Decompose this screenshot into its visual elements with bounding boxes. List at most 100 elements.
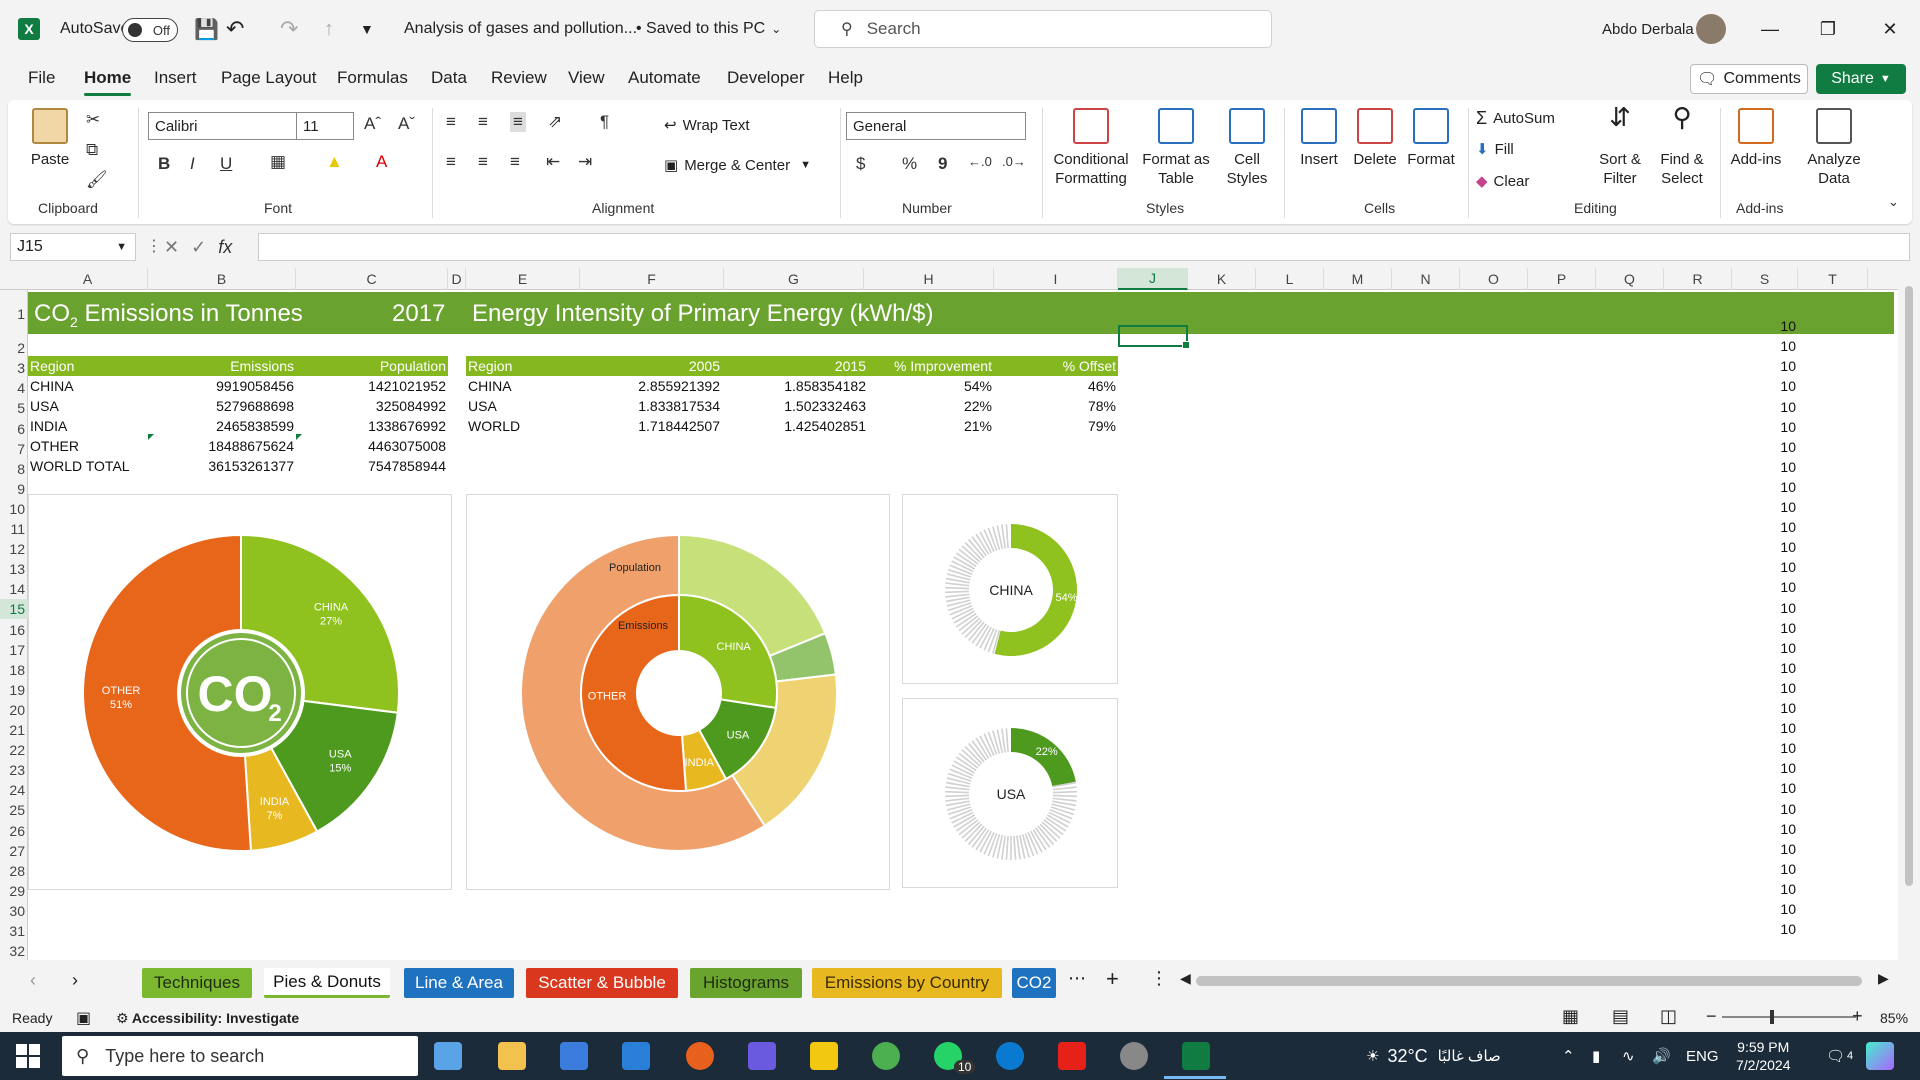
- scroll-left-icon[interactable]: ◀: [1180, 970, 1191, 986]
- energy-table-cell[interactable]: 46%: [1087, 378, 1116, 394]
- tab-insert[interactable]: Insert: [154, 68, 197, 87]
- language-indicator[interactable]: ENG: [1686, 1047, 1719, 1065]
- column-s-cell[interactable]: 10: [1780, 720, 1796, 737]
- emissions-table-cell[interactable]: 1338676992: [368, 418, 446, 435]
- row-header-32[interactable]: 32: [9, 943, 25, 960]
- add-sheet-icon[interactable]: +: [1106, 966, 1119, 991]
- column-s-cell[interactable]: 10: [1780, 860, 1796, 877]
- comma-button[interactable]: 9: [938, 154, 948, 173]
- column-s-cell[interactable]: 10: [1780, 619, 1796, 636]
- font-name-select[interactable]: Calibri: [148, 112, 300, 140]
- column-s-cell[interactable]: 10: [1780, 780, 1796, 797]
- row-header-13[interactable]: 13: [9, 561, 25, 578]
- undo-icon[interactable]: ↶: [226, 16, 245, 41]
- sheet-tab[interactable]: Pies & Donuts: [264, 968, 390, 998]
- tab-file[interactable]: File: [28, 68, 56, 87]
- row-header-31[interactable]: 31: [9, 923, 25, 939]
- energy-table-cell[interactable]: WORLD: [468, 418, 521, 435]
- column-header-a[interactable]: A: [28, 268, 148, 290]
- column-header-j[interactable]: J: [1118, 268, 1188, 290]
- energy-table-cell[interactable]: CHINA: [468, 378, 512, 394]
- find-select-button[interactable]: ⚲ Find & Select: [1652, 104, 1712, 188]
- emissions-table-header-cell[interactable]: Region: [30, 358, 75, 374]
- emissions-table-cell[interactable]: OTHER: [30, 438, 79, 455]
- formula-input[interactable]: [258, 233, 1910, 261]
- save-icon[interactable]: 💾: [194, 18, 219, 41]
- accessibility-status[interactable]: ⚙ Accessibility: Investigate: [116, 1010, 299, 1027]
- fill-button[interactable]: ⬇ Fill: [1476, 140, 1514, 159]
- row-header-19[interactable]: 19: [9, 681, 25, 698]
- sort-filter-button[interactable]: ⇵ Sort & Filter: [1592, 104, 1648, 188]
- currency-button[interactable]: $: [856, 154, 866, 173]
- enter-icon[interactable]: ✓: [191, 236, 207, 257]
- row-header-26[interactable]: 26: [9, 822, 25, 839]
- column-s-cell[interactable]: 10: [1780, 499, 1796, 515]
- column-s-cell[interactable]: 10: [1780, 599, 1796, 616]
- row-header-17[interactable]: 17: [9, 641, 25, 658]
- emissions-table-cell[interactable]: CHINA: [30, 378, 74, 394]
- energy-table-header-cell[interactable]: Region: [468, 358, 513, 374]
- column-s-cell[interactable]: 10: [1780, 438, 1796, 455]
- energy-table-cell[interactable]: 1.425402851: [784, 418, 866, 435]
- column-s-cell[interactable]: 10: [1780, 901, 1796, 917]
- emissions-table-header-cell[interactable]: Emissions: [230, 358, 294, 374]
- bold-button[interactable]: B: [158, 154, 171, 173]
- zoom-slider[interactable]: [1722, 1010, 1856, 1024]
- column-s-cell[interactable]: 10: [1780, 921, 1796, 938]
- selected-cell-j15[interactable]: [1118, 325, 1190, 349]
- energy-table-cell[interactable]: 22%: [963, 398, 992, 415]
- column-s-cell[interactable]: 10: [1780, 639, 1796, 656]
- close-icon[interactable]: ✕: [1882, 18, 1898, 39]
- collapse-ribbon-icon[interactable]: ⌄: [1888, 194, 1899, 209]
- zoom-slider-thumb[interactable]: [1770, 1010, 1774, 1024]
- cell-styles-button[interactable]: Cell Styles: [1218, 108, 1276, 188]
- emissions-table-header-cell[interactable]: Population: [379, 358, 446, 374]
- paste-button[interactable]: Paste: [26, 108, 74, 169]
- emissions-table-cell[interactable]: 5279688698: [216, 398, 294, 415]
- decrease-font-icon[interactable]: Aˇ: [398, 114, 415, 133]
- energy-table-cell[interactable]: USA: [468, 398, 497, 415]
- row-header-12[interactable]: 12: [9, 541, 25, 558]
- scroll-thumb[interactable]: [1905, 286, 1913, 886]
- prev-sheet-icon[interactable]: ‹: [30, 970, 36, 990]
- align-bottom-icon[interactable]: ≡: [510, 112, 526, 132]
- emissions-table-cell[interactable]: 1421021952: [368, 378, 446, 394]
- energy-table-cell[interactable]: 2.855921392: [638, 378, 720, 394]
- cancel-icon[interactable]: ✕: [164, 236, 180, 257]
- analyze-data-button[interactable]: Analyze Data: [1804, 108, 1864, 188]
- youtube-icon[interactable]: [1058, 1042, 1086, 1070]
- sheet-tab[interactable]: Techniques: [142, 968, 252, 998]
- format-cells-button[interactable]: Format: [1404, 108, 1458, 169]
- column-header-q[interactable]: Q: [1596, 268, 1664, 290]
- emissions-table-cell[interactable]: INDIA: [30, 418, 68, 435]
- orientation-icon[interactable]: ⇗: [548, 112, 563, 131]
- chrome-icon[interactable]: [872, 1042, 900, 1070]
- row-header-7[interactable]: 7: [17, 440, 25, 457]
- row-header-9[interactable]: 9: [17, 480, 25, 497]
- column-header-p[interactable]: P: [1528, 268, 1596, 290]
- energy-table-cell[interactable]: 79%: [1087, 418, 1116, 435]
- emissions-table-cell[interactable]: 325084992: [375, 398, 446, 415]
- format-painter-icon[interactable]: 🖌: [86, 170, 108, 189]
- weather-widget[interactable]: ☀ 32°C صاف غالبًا: [1366, 1032, 1501, 1080]
- column-s-cell[interactable]: 10: [1780, 539, 1796, 556]
- row-header-14[interactable]: 14: [9, 581, 25, 598]
- column-s-cell[interactable]: 10: [1780, 478, 1796, 495]
- wrap-text-button[interactable]: ↩ Wrap Text: [664, 116, 750, 135]
- avatar[interactable]: [1696, 14, 1726, 44]
- energy-table-cell[interactable]: 1.858354182: [784, 378, 866, 394]
- emissions-table-cell[interactable]: 36153261377: [208, 458, 294, 475]
- tab-developer[interactable]: Developer: [727, 68, 805, 87]
- energy-table-header-cell[interactable]: % Offset: [1062, 358, 1116, 374]
- row-header-20[interactable]: 20: [9, 701, 25, 718]
- column-header-s[interactable]: S: [1732, 268, 1798, 290]
- redo-icon[interactable]: ↷: [280, 16, 299, 41]
- row-header-30[interactable]: 30: [9, 902, 25, 919]
- column-s-cell[interactable]: 10: [1780, 398, 1796, 415]
- font-size-select[interactable]: 11: [296, 112, 354, 140]
- zoom-level[interactable]: 85%: [1880, 1010, 1909, 1026]
- column-header-i[interactable]: I: [994, 268, 1118, 290]
- column-s-cell[interactable]: 10: [1780, 800, 1796, 817]
- copilot-icon[interactable]: [1866, 1042, 1894, 1070]
- column-s-cell[interactable]: 10: [1780, 458, 1796, 475]
